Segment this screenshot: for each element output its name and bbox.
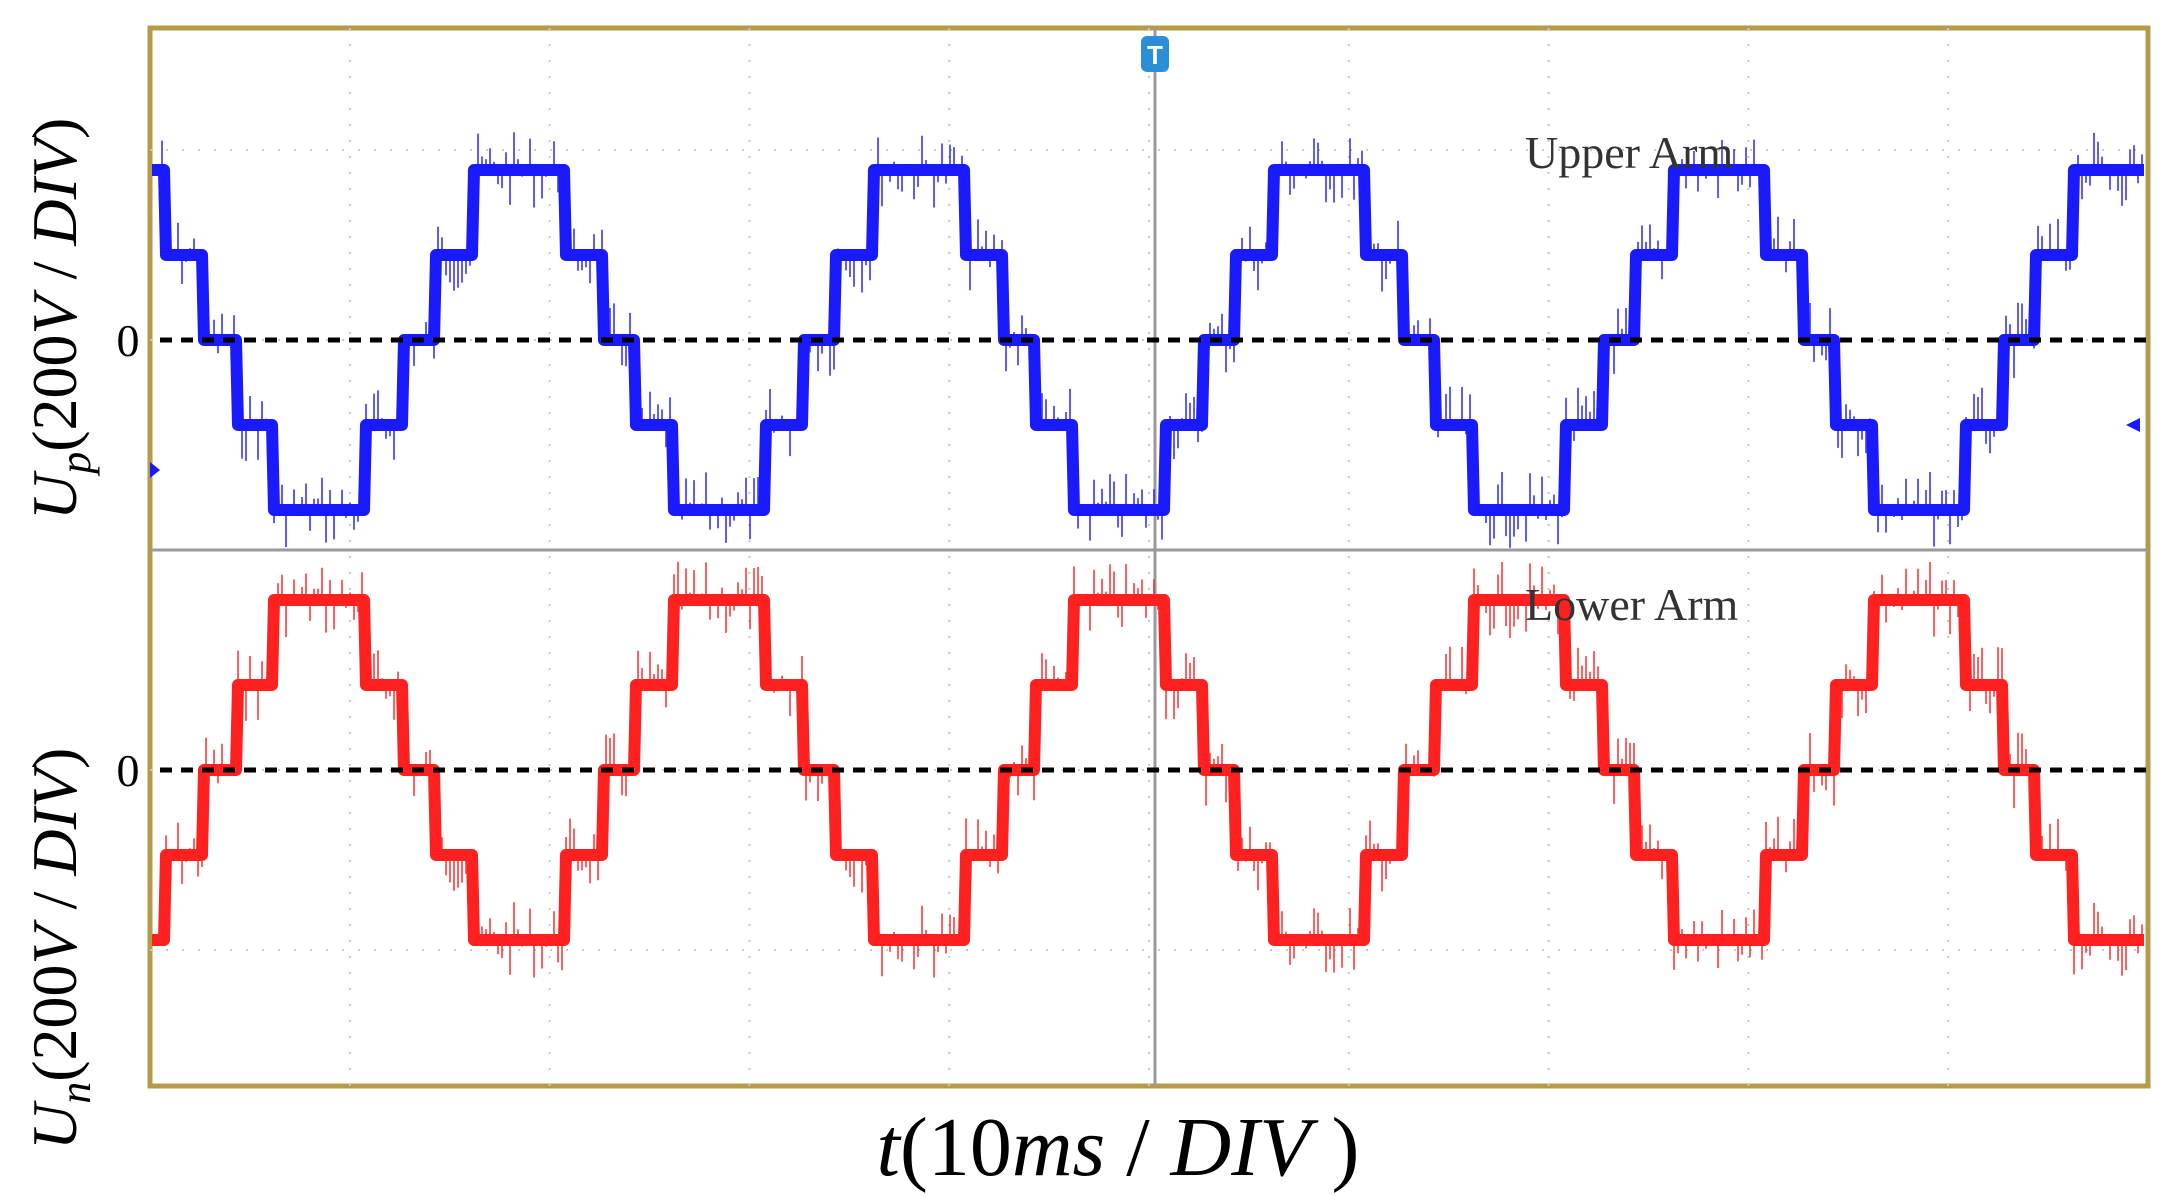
x-axis-label: t(10ms / DIV ) bbox=[877, 1101, 1360, 1194]
lower-arm-label: Lower Arm bbox=[1525, 579, 1739, 630]
left-level-marker bbox=[150, 462, 160, 478]
upper-zero-label: 0 bbox=[117, 315, 140, 366]
upper-y-axis-label: Up(200V / DIV) bbox=[19, 118, 100, 520]
upper-arm-waveform bbox=[148, 132, 2148, 548]
right-level-marker bbox=[2126, 418, 2140, 432]
lower-arm-waveform bbox=[148, 561, 2148, 978]
trigger-marker-label: T bbox=[1147, 40, 1163, 70]
lower-y-axis-label: Un(200V / DIV) bbox=[19, 748, 100, 1150]
upper-arm-trace bbox=[148, 164, 2148, 516]
lower-arm-trace bbox=[148, 594, 2148, 946]
lower-arm-switching-ripple bbox=[153, 561, 2143, 978]
upper-arm-label: Upper Arm bbox=[1525, 127, 1733, 178]
trigger-marker: T bbox=[1141, 36, 1169, 72]
upper-arm-switching-ripple bbox=[153, 132, 2143, 548]
lower-zero-label: 0 bbox=[117, 745, 140, 796]
